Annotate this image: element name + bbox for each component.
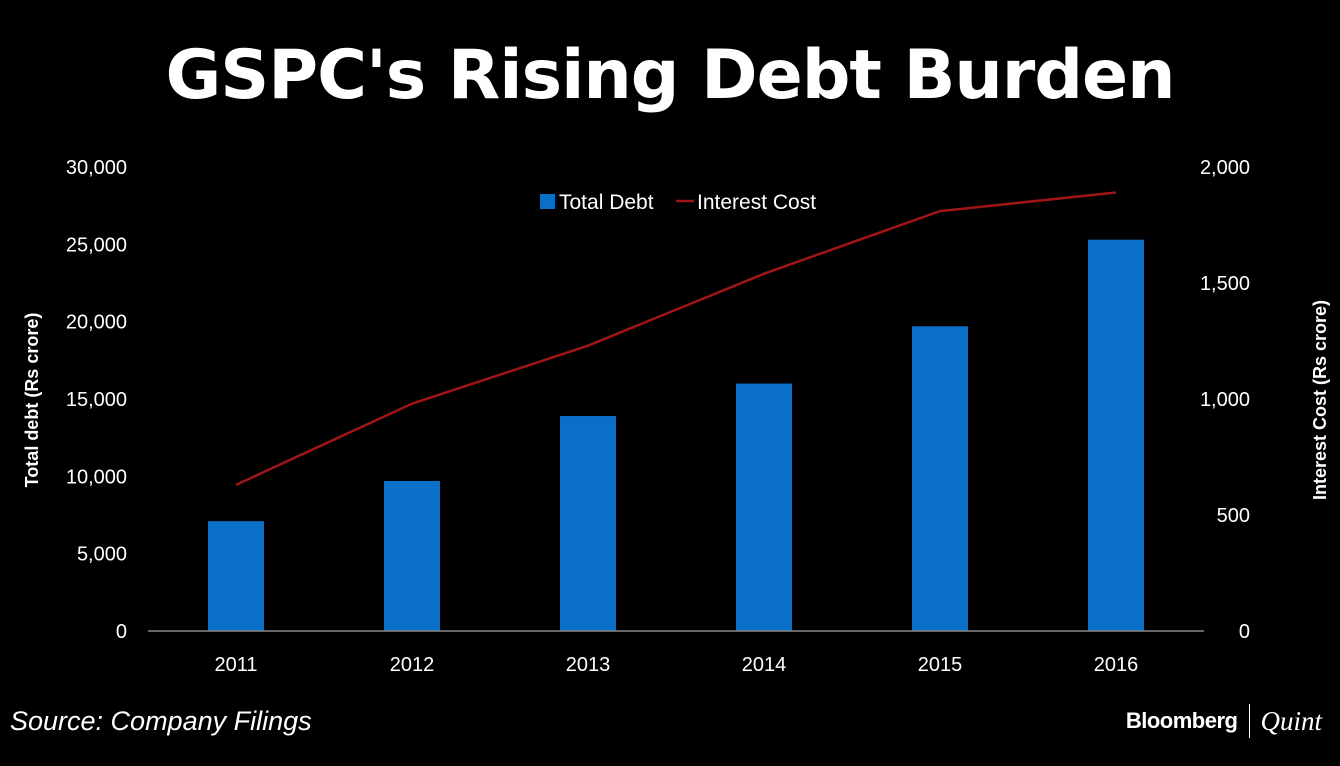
line-layer [235, 191, 1117, 486]
bar-2013 [560, 416, 616, 631]
left-tick-label: 15,000 [66, 389, 127, 411]
legend-swatch-total-debt [540, 194, 555, 209]
x-tick-label: 2015 [918, 654, 963, 676]
right-axis-label: Interest Cost (Rs crore) [1310, 300, 1330, 500]
x-tick-label: 2012 [390, 654, 435, 676]
left-axis-ticks: 0 5,000 10,000 15,000 20,000 25,000 30,000 [66, 157, 127, 643]
left-tick-label: 20,000 [66, 312, 127, 334]
right-tick-label: 2,000 [1200, 157, 1250, 179]
interest-cost-line [235, 191, 1117, 486]
left-tick-label: 30,000 [66, 157, 127, 179]
right-tick-label: 500 [1217, 505, 1250, 527]
bar-2011 [208, 521, 264, 631]
right-tick-label: 1,000 [1200, 389, 1250, 411]
left-tick-label: 10,000 [66, 466, 127, 488]
bar-2014 [736, 383, 792, 631]
right-tick-label: 0 [1239, 621, 1250, 643]
left-axis-label: Total debt (Rs crore) [22, 313, 42, 488]
left-tick-label: 0 [116, 621, 127, 643]
source-note: Source: Company Filings [10, 706, 312, 736]
x-tick-label: 2011 [214, 654, 257, 676]
brand-divider [1249, 704, 1251, 738]
brand-secondary: Quint [1260, 705, 1322, 736]
left-tick-label: 25,000 [66, 234, 127, 256]
right-tick-label: 1,500 [1200, 273, 1250, 295]
brand-logo: Bloomberg Quint [1126, 704, 1322, 738]
bar-2016 [1088, 239, 1144, 631]
x-tick-label: 2014 [742, 654, 787, 676]
bar-2015 [912, 326, 968, 631]
bar-2012 [384, 480, 440, 631]
left-tick-label: 5,000 [77, 544, 127, 566]
x-tick-label: 2016 [1094, 654, 1139, 676]
x-axis-ticks: 2011 2012 2013 2014 2015 2016 [214, 654, 1138, 676]
x-tick-label: 2013 [566, 654, 611, 676]
legend-label-total-debt: Total Debt [559, 191, 654, 214]
legend: Total Debt Interest Cost [540, 191, 816, 214]
brand-primary: Bloomberg [1125, 708, 1238, 733]
bars-group [208, 239, 1144, 631]
legend-label-interest-cost: Interest Cost [697, 191, 816, 214]
chart-title: GSPC's Rising Debt Burden [165, 36, 1175, 115]
right-axis-ticks: 0 500 1,000 1,500 2,000 [1200, 157, 1250, 643]
